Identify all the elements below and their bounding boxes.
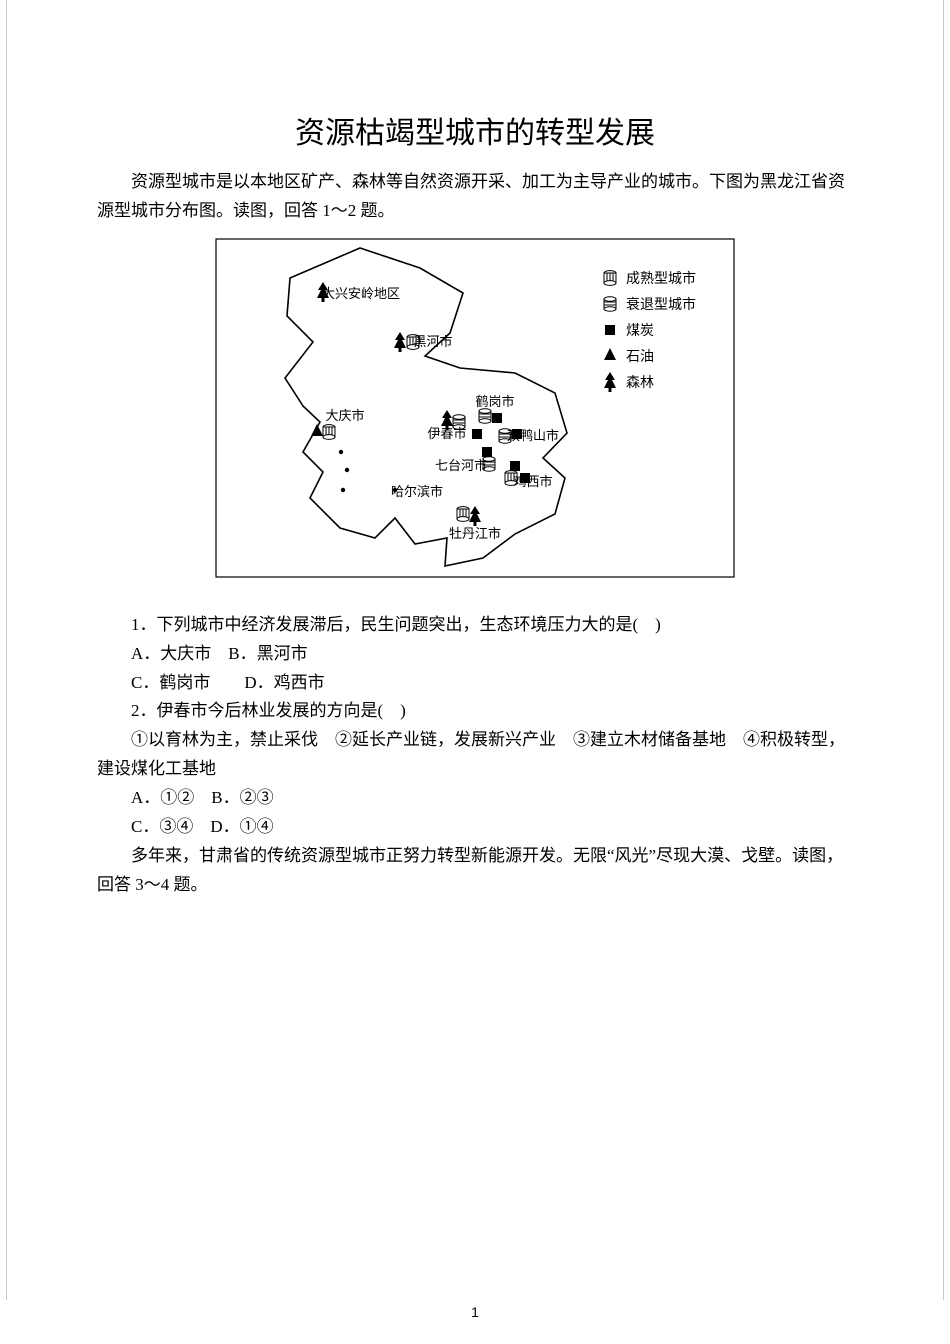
page-container: 资源枯竭型城市的转型发展 资源型城市是以本地区矿产、森林等自然资源开采、加工为主…: [6, 0, 944, 1300]
coal-icon: [472, 429, 482, 439]
intro-paragraph-1: 资源型城市是以本地区矿产、森林等自然资源开采、加工为主导产业的城市。下图为黑龙江…: [97, 168, 853, 226]
legend-label: 石油: [626, 349, 654, 365]
legend-label: 煤炭: [626, 323, 654, 339]
question-1-opts-b: C．鹤岗市 D．鸡西市: [97, 669, 853, 698]
city-label: 黑河市: [413, 334, 452, 349]
page-title: 资源枯竭型城市的转型发展: [97, 108, 853, 152]
question-2-opts-b: C．③④ D．①④: [97, 813, 853, 842]
intro-paragraph-2: 多年来，甘肃省的传统资源型城市正努力转型新能源开发。无限“风光”尽现大漠、戈壁。…: [97, 842, 853, 900]
question-2-opts-a: A．①② B．②③: [97, 784, 853, 813]
coal-icon: [492, 413, 502, 423]
coal-icon: [482, 447, 492, 457]
city-label: 哈尔滨市: [391, 484, 443, 499]
page-number: 1: [0, 1304, 950, 1320]
city-label: 牡丹江市: [449, 526, 501, 541]
mature-icon: [323, 424, 335, 439]
city-label: 双鸭山市: [507, 428, 559, 443]
legend-label: 衰退型城市: [626, 296, 696, 313]
city-label: 大庆市: [325, 408, 364, 423]
city-label: 伊春市: [427, 426, 466, 441]
decline-icon: [604, 297, 616, 311]
city-label: 大兴安岭地区: [322, 286, 400, 301]
heilongjiang-map-svg: 大兴安岭地区黑河市鹤岗市大庆市伊春市 双鸭山市七台河市哈尔滨市 鸡西市牡丹江市 成熟…: [215, 238, 735, 578]
coal-icon: [605, 325, 615, 335]
city-label: 鹤岗市: [475, 394, 514, 409]
coal-icon: [510, 461, 520, 471]
question-1-opts-a: A．大庆市 B．黑河市: [97, 640, 853, 669]
mature-icon: [604, 270, 616, 285]
question-2-choices: ①以育林为主，禁止采伐 ②延长产业链，发展新兴产业 ③建立木材储备基地 ④积极转…: [97, 726, 853, 784]
city-label: 鸡西市: [513, 474, 552, 489]
city-label: 七台河市: [435, 458, 487, 473]
dot-icon: [345, 468, 349, 472]
question-2: 2．伊春市今后林业发展的方向是( ): [97, 697, 853, 726]
mature-icon: [457, 506, 469, 521]
dot-icon: [339, 450, 343, 454]
map-figure: 大兴安岭地区黑河市鹤岗市大庆市伊春市 双鸭山市七台河市哈尔滨市 鸡西市牡丹江市 成熟…: [215, 238, 735, 583]
legend-label: 森林: [626, 375, 654, 391]
legend-label: 成熟型城市: [626, 270, 696, 287]
decline-icon: [479, 409, 491, 423]
question-1: 1．下列城市中经济发展滞后，民生问题突出，生态环境压力大的是( ): [97, 611, 853, 640]
figure-container: 大兴安岭地区黑河市鹤岗市大庆市伊春市 双鸭山市七台河市哈尔滨市 鸡西市牡丹江市 成熟…: [97, 238, 853, 583]
dot-icon: [341, 488, 345, 492]
